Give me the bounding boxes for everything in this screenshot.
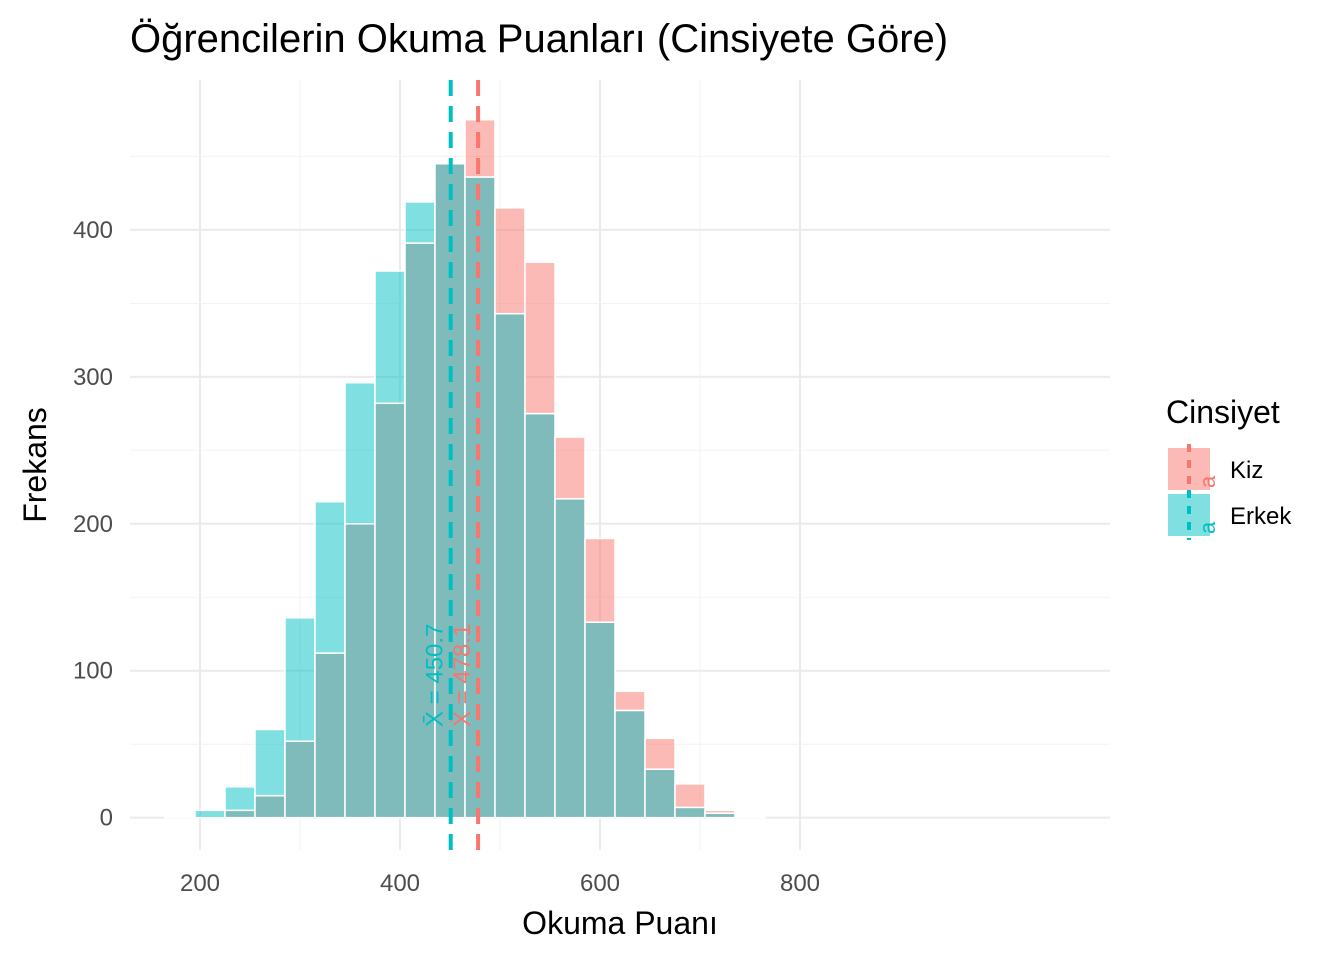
bar-kiz (524, 261, 556, 415)
bar-overlap (284, 740, 316, 819)
x-tick-label: 400 (380, 870, 420, 897)
bar-erkek (254, 728, 286, 797)
bar-erkek (164, 815, 196, 819)
bar-erkek (374, 270, 406, 405)
bar-overlap (584, 621, 616, 819)
bar-kiz (614, 690, 646, 712)
bar-overlap (734, 815, 766, 819)
legend-item-kiz: a Kiz (1168, 444, 1263, 494)
legend-label-kiz: Kiz (1230, 457, 1263, 484)
bar-overlap (344, 523, 376, 819)
x-tick-label: 800 (780, 870, 820, 897)
chart-title: Öğrencilerin Okuma Puanları (Cinsiyete G… (130, 17, 948, 61)
x-tick-label: 600 (580, 870, 620, 897)
axis-ticks: 200 400 600 800 0 100 200 300 400 (73, 217, 820, 897)
legend-key-glyph: a (1195, 475, 1220, 488)
bar-overlap (314, 652, 346, 819)
bar-kiz (584, 537, 616, 623)
legend-item-erkek: a Erkek (1168, 490, 1292, 540)
bar-kiz (674, 783, 706, 809)
bar-overlap (254, 794, 286, 819)
bar-overlap (374, 402, 406, 819)
bar-erkek (224, 786, 256, 812)
bar-erkek (194, 809, 226, 819)
legend-key-glyph: a (1195, 521, 1220, 534)
bar-overlap (494, 312, 526, 819)
bar-overlap (524, 412, 556, 819)
bar-kiz (644, 737, 676, 770)
mean-lines: X̄ = 478.1X̄ = 450.7 (422, 80, 481, 850)
bar-overlap (674, 806, 706, 819)
mean-label-kiz: X̄ = 478.1 (449, 624, 476, 727)
bar-kiz (554, 436, 586, 500)
bar-kiz (704, 809, 736, 815)
bar-overlap (224, 809, 256, 819)
grid-lines (130, 80, 1110, 850)
legend-title: Cinsiyet (1166, 394, 1280, 430)
bar-overlap (614, 709, 646, 819)
bar-kiz (494, 207, 526, 315)
bar-erkek (314, 500, 346, 654)
bar-erkek (404, 201, 436, 244)
x-axis-title: Okuma Puanı (522, 905, 718, 941)
bar-overlap (554, 498, 586, 819)
y-tick-label: 100 (73, 658, 113, 685)
x-tick-label: 200 (180, 870, 220, 897)
y-tick-label: 0 (100, 805, 113, 832)
y-tick-label: 400 (73, 217, 113, 244)
bar-overlap (644, 768, 676, 819)
bar-erkek (284, 617, 316, 743)
bar-erkek (344, 381, 376, 525)
legend-label-erkek: Erkek (1230, 503, 1292, 530)
y-tick-label: 300 (73, 364, 113, 391)
y-tick-label: 200 (73, 511, 113, 538)
bar-overlap (404, 242, 436, 819)
y-axis-title: Frekans (17, 407, 53, 523)
mean-label-erkek: X̄ = 450.7 (422, 624, 449, 727)
